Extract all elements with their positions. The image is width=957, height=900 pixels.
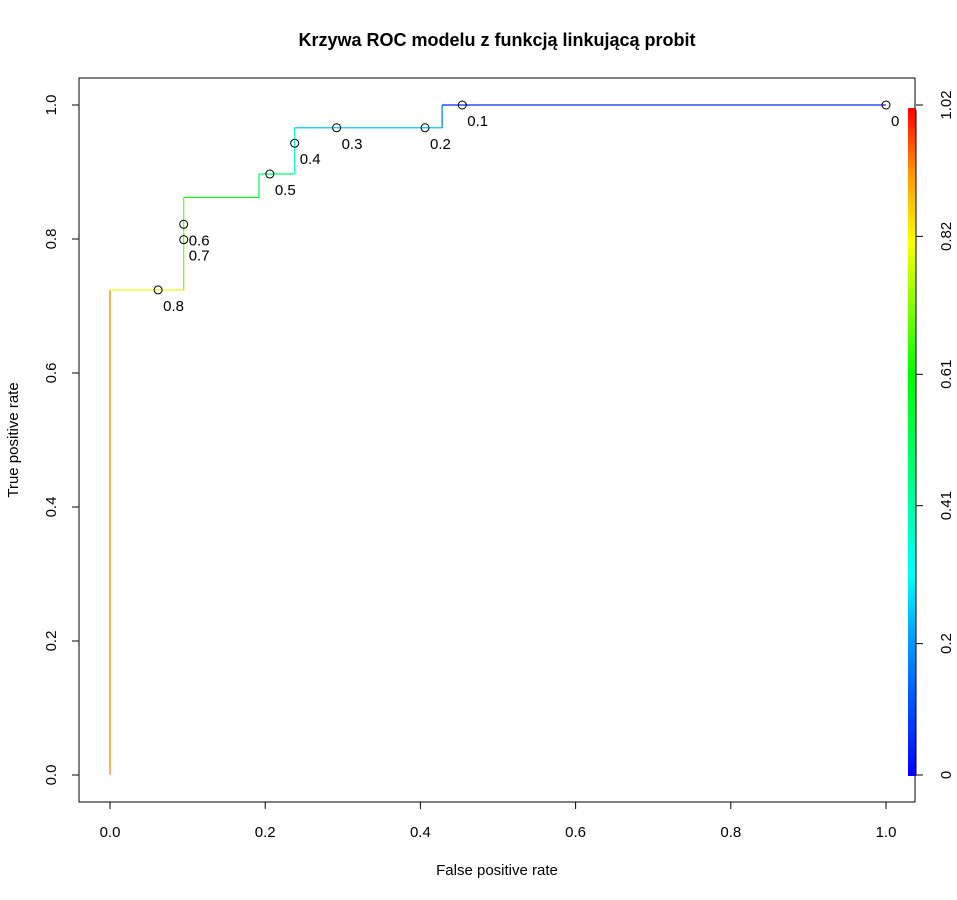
cutoff-point: [290, 138, 300, 148]
colorbar-tick-label: 0.2: [938, 633, 955, 654]
x-tick-label: 1.0: [876, 824, 897, 841]
cutoff-label: 0: [891, 113, 899, 130]
colorbar-tick-label: 0.82: [938, 222, 955, 251]
cutoff-point: [881, 100, 891, 110]
cutoff-label: 0.4: [300, 151, 321, 168]
x-tick-label: 0.6: [565, 824, 586, 841]
x-tick-label: 0.2: [255, 824, 276, 841]
cutoff-label: 0.3: [342, 136, 363, 153]
cutoff-point: [179, 235, 189, 245]
cutoff-point: [457, 100, 467, 110]
cutoff-label: 0.6: [189, 232, 210, 249]
cutoff-label: 0.7: [189, 248, 210, 265]
x-tick-label: 0.8: [720, 824, 741, 841]
x-axis-label: False positive rate: [436, 862, 558, 879]
colorbar-tick-label: 0.61: [938, 360, 955, 389]
colorbar: [908, 108, 916, 776]
cutoff-label: 0.8: [163, 298, 184, 315]
cutoff-markers: 0.8 0.70.6 0.50.4 0.3 0.2 0.1 0: [153, 100, 899, 315]
x-tick-label: 0.0: [100, 824, 121, 841]
cutoff-point: [332, 123, 342, 133]
colorbar-tick-label: 1.02: [938, 90, 955, 119]
x-axis: 0.0 0.2 0.4 0.6 0.8 1.0: [100, 801, 897, 841]
cutoff-point: [265, 169, 275, 179]
y-tick-label: 1.0: [43, 95, 60, 116]
cutoff-label: 0.5: [275, 182, 296, 199]
cutoff-label: 0.1: [467, 113, 488, 130]
y-tick-label: 0.2: [43, 631, 60, 652]
y-tick-label: 0.8: [43, 229, 60, 250]
cutoff-point: [420, 123, 430, 133]
y-tick-label: 0.4: [43, 497, 60, 518]
cutoff-point: [153, 285, 163, 295]
cutoff-point: [179, 219, 189, 229]
y-axis-label: True positive rate: [5, 382, 22, 497]
cutoff-label: 0.2: [430, 136, 451, 153]
x-tick-label: 0.4: [410, 824, 431, 841]
colorbar-tick-label: 0.41: [938, 491, 955, 520]
y-axis: 0.0 0.2 0.4 0.6 0.8 1.0: [43, 95, 80, 786]
y-tick-label: 0.6: [43, 363, 60, 384]
y-tick-label: 0.0: [43, 765, 60, 786]
plot-frame: [78, 77, 916, 803]
colorbar-tick-label: 0: [938, 771, 955, 779]
roc-curve: [109, 104, 886, 775]
chart-title: Krzywa ROC modelu z funkcją linkującą pr…: [298, 30, 695, 50]
colorbar-axis: 0 0.2 0.41 0.61 0.82 1.02: [915, 90, 955, 779]
